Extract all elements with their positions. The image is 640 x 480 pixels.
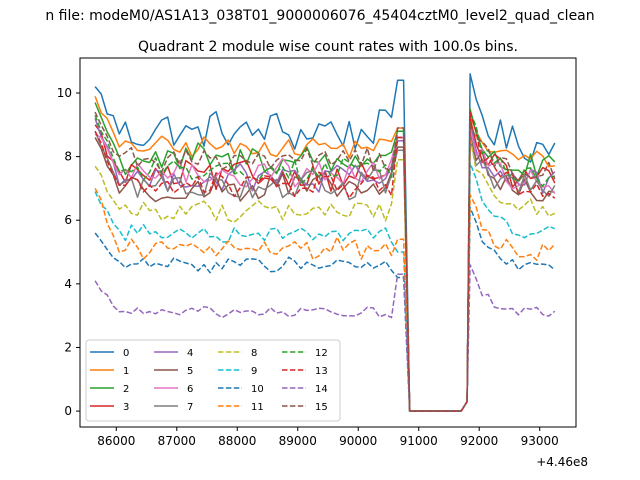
legend-label-14: 14 xyxy=(315,384,328,395)
x-offset-label: +4.46e8 xyxy=(536,455,588,469)
y-tick-label: 6 xyxy=(64,213,72,227)
legend-label-9: 9 xyxy=(251,366,257,377)
series-line-6 xyxy=(94,127,556,412)
legend-label-5: 5 xyxy=(187,366,193,377)
series-line-11 xyxy=(94,188,556,412)
series-line-0 xyxy=(94,73,556,412)
y-tick-label: 2 xyxy=(64,340,72,354)
x-tick-label: 86000 xyxy=(97,434,135,448)
series-line-13 xyxy=(94,111,556,412)
series-line-12 xyxy=(94,111,555,412)
x-tick-label: 92000 xyxy=(460,434,498,448)
chart-title: Quadrant 2 module wise count rates with … xyxy=(138,39,518,55)
legend-label-13: 13 xyxy=(315,366,328,377)
series-line-14 xyxy=(94,264,556,412)
x-axis: 86000 87000 88000 89000 90000 91000 92000 93000 xyxy=(97,427,559,448)
x-tick-label: 88000 xyxy=(218,434,256,448)
series-line-8 xyxy=(94,136,556,412)
legend-box xyxy=(85,339,341,422)
series-line-15 xyxy=(94,111,556,412)
figure-suptitle: n file: modeM0/AS1A13_038T01_9000006076_… xyxy=(45,8,594,24)
series-line-7 xyxy=(94,130,556,412)
legend-label-12: 12 xyxy=(315,348,328,359)
x-tick-label: 93000 xyxy=(521,434,559,448)
legend-label-2: 2 xyxy=(123,384,129,395)
legend-label-8: 8 xyxy=(251,348,257,359)
legend-label-0: 0 xyxy=(123,348,129,359)
legend-label-10: 10 xyxy=(251,384,264,395)
legend-label-11: 11 xyxy=(251,402,264,413)
y-axis: 0 2 4 6 8 10 xyxy=(57,86,80,418)
x-tick-label: 87000 xyxy=(158,434,196,448)
y-tick-label: 0 xyxy=(64,404,72,418)
y-tick-label: 10 xyxy=(57,86,72,100)
y-tick-label: 4 xyxy=(64,277,72,291)
legend-label-3: 3 xyxy=(123,402,129,413)
legend-label-7: 7 xyxy=(187,402,193,413)
legend-label-1: 1 xyxy=(123,366,129,377)
series-line-5 xyxy=(94,130,555,412)
legend-label-4: 4 xyxy=(187,348,193,359)
y-tick-label: 8 xyxy=(64,150,72,164)
x-tick-label: 90000 xyxy=(339,434,377,448)
plot-frame xyxy=(79,57,577,428)
x-tick-label: 89000 xyxy=(279,434,317,448)
series-line-10 xyxy=(94,206,556,412)
x-tick-label: 91000 xyxy=(400,434,438,448)
series-lines xyxy=(94,73,556,412)
legend-label-6: 6 xyxy=(187,384,193,395)
legend-label-15: 15 xyxy=(315,402,328,413)
